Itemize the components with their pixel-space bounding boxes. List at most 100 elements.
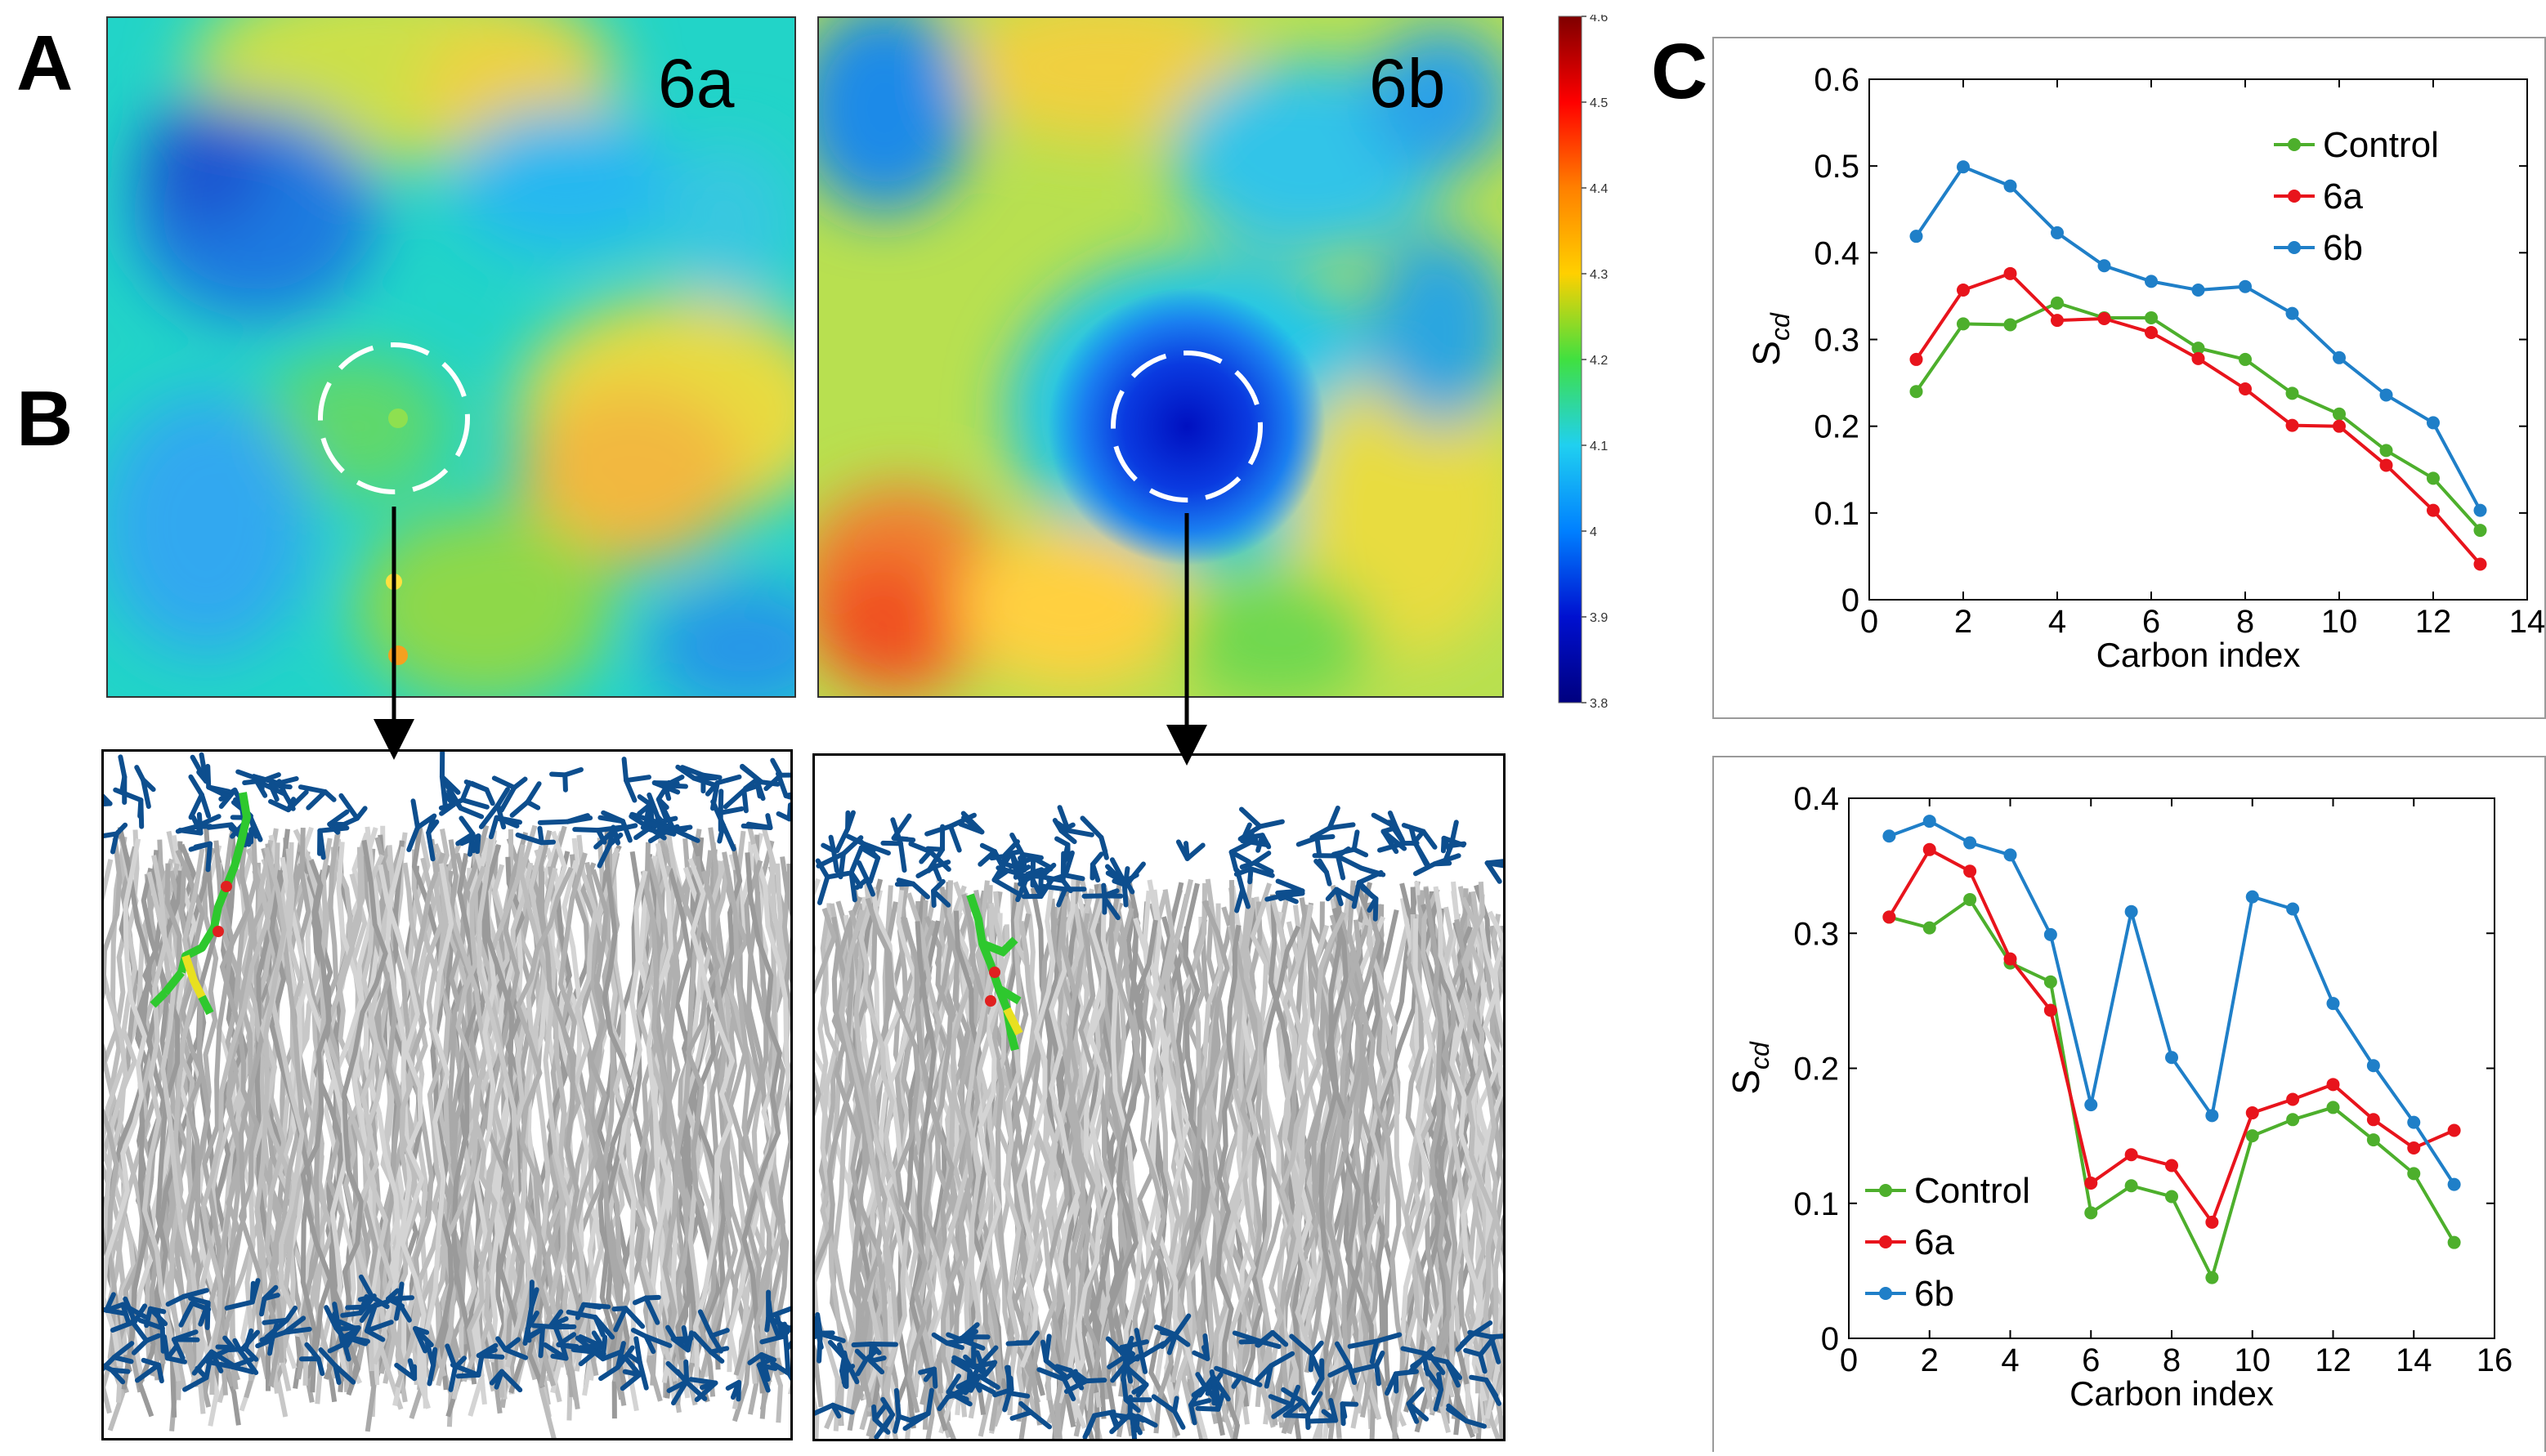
x-tick-label: 14 bbox=[2396, 1342, 2432, 1378]
data-point-6a bbox=[2004, 953, 2017, 966]
data-point-6a bbox=[1882, 910, 1895, 923]
legend-label: Control bbox=[2323, 125, 2439, 165]
x-tick-label: 10 bbox=[2235, 1342, 2271, 1378]
data-point-6b bbox=[1882, 829, 1895, 842]
data-point-6a bbox=[1957, 284, 1970, 297]
data-point-Control bbox=[1910, 385, 1923, 398]
data-point-Control bbox=[2145, 311, 2158, 324]
x-tick-label: 14 bbox=[2509, 604, 2544, 640]
data-point-Control bbox=[1963, 893, 1976, 906]
y-tick-label: 0.2 bbox=[1793, 1052, 1839, 1088]
data-point-6b bbox=[2051, 226, 2064, 239]
y-axis-label: Scd bbox=[1725, 1041, 1774, 1095]
data-point-6a bbox=[2098, 312, 2111, 325]
data-point-Control bbox=[2051, 297, 2064, 310]
data-point-Control bbox=[1957, 317, 1970, 330]
data-point-Control bbox=[2286, 386, 2299, 400]
series-line-Control bbox=[1917, 303, 2481, 530]
data-point-Control bbox=[2125, 1179, 2138, 1192]
data-point-6b bbox=[2448, 1178, 2461, 1191]
y-tick-label: 0 bbox=[1821, 1321, 1839, 1357]
data-point-6a bbox=[2125, 1148, 2138, 1161]
data-point-6b bbox=[1963, 837, 1976, 850]
legend-label: Control bbox=[1914, 1171, 2030, 1211]
data-point-Control bbox=[2239, 353, 2252, 366]
legend-marker bbox=[2288, 241, 2301, 254]
data-point-6b bbox=[2427, 416, 2440, 429]
y-tick-label: 0.2 bbox=[1814, 409, 1859, 445]
x-tick-label: 16 bbox=[2477, 1342, 2513, 1378]
data-point-6b bbox=[2474, 504, 2487, 517]
legend-marker bbox=[1879, 1287, 1892, 1300]
data-point-6a bbox=[2327, 1078, 2340, 1091]
series-line-6a bbox=[1917, 274, 2481, 565]
x-tick-label: 6 bbox=[2142, 604, 2160, 640]
y-tick-label: 0.1 bbox=[1793, 1186, 1839, 1222]
data-point-6b bbox=[2084, 1098, 2097, 1111]
legend-label: 6a bbox=[1914, 1222, 1954, 1262]
data-point-6b bbox=[2004, 180, 2017, 193]
y-tick-label: 0.4 bbox=[1793, 781, 1839, 817]
data-point-6b bbox=[2239, 280, 2252, 293]
data-point-6b bbox=[2286, 307, 2299, 320]
data-point-6b bbox=[2044, 928, 2057, 941]
data-point-6a bbox=[2084, 1177, 2097, 1190]
x-axis-label: Carbon index bbox=[2069, 1374, 2274, 1413]
data-point-6b bbox=[2407, 1116, 2420, 1129]
data-point-6a bbox=[2044, 1003, 2057, 1016]
data-point-6a bbox=[2239, 382, 2252, 395]
y-tick-label: 0.3 bbox=[1793, 916, 1839, 952]
x-axis-label: Carbon index bbox=[2096, 636, 2301, 674]
y-tick-label: 0.5 bbox=[1814, 149, 1859, 185]
data-point-Control bbox=[2084, 1206, 2097, 1219]
data-point-Control bbox=[2246, 1129, 2259, 1142]
x-tick-label: 8 bbox=[2163, 1342, 2181, 1378]
data-point-6b bbox=[2192, 284, 2205, 297]
data-point-6a bbox=[2407, 1141, 2420, 1155]
data-point-6b bbox=[2246, 891, 2259, 904]
data-point-Control bbox=[1923, 922, 1936, 935]
y-tick-label: 0.6 bbox=[1814, 62, 1859, 98]
data-point-6a bbox=[1963, 864, 1976, 878]
legend-marker bbox=[2288, 138, 2301, 151]
data-point-Control bbox=[2407, 1167, 2420, 1180]
data-point-Control bbox=[2004, 318, 2017, 331]
data-point-6a bbox=[2333, 420, 2346, 433]
data-point-Control bbox=[2427, 471, 2440, 485]
data-point-6b bbox=[1923, 815, 1936, 828]
data-point-6b bbox=[2004, 848, 2017, 861]
legend-marker bbox=[1879, 1184, 1892, 1197]
x-tick-label: 8 bbox=[2236, 604, 2254, 640]
x-tick-label: 0 bbox=[1840, 1342, 1858, 1378]
data-point-6b bbox=[2165, 1051, 2178, 1064]
x-tick-label: 6 bbox=[2082, 1342, 2100, 1378]
data-point-6b bbox=[2286, 903, 2299, 916]
x-tick-label: 10 bbox=[2321, 604, 2358, 640]
x-tick-label: 12 bbox=[2315, 1342, 2351, 1378]
x-tick-label: 0 bbox=[1860, 604, 1878, 640]
data-point-6b bbox=[1910, 230, 1923, 243]
legend-label: 6b bbox=[2323, 228, 2363, 268]
legend-label: 6b bbox=[1914, 1274, 1954, 1314]
data-point-6b bbox=[2125, 905, 2138, 918]
x-tick-label: 2 bbox=[1921, 1342, 1939, 1378]
data-point-6a bbox=[2192, 352, 2205, 365]
data-point-6a bbox=[2004, 267, 2017, 280]
data-point-Control bbox=[2327, 1101, 2340, 1114]
data-point-Control bbox=[2205, 1271, 2218, 1284]
data-point-Control bbox=[2165, 1190, 2178, 1203]
x-tick-label: 12 bbox=[2415, 604, 2452, 640]
legend-marker bbox=[2288, 190, 2301, 203]
data-point-Control bbox=[2286, 1113, 2299, 1126]
data-point-6a bbox=[2474, 557, 2487, 570]
data-point-6b bbox=[2145, 275, 2158, 288]
data-point-6b bbox=[2205, 1109, 2218, 1122]
data-point-6a bbox=[2165, 1159, 2178, 1172]
data-point-6a bbox=[2427, 504, 2440, 517]
data-point-6a bbox=[2051, 314, 2064, 327]
data-point-6a bbox=[2286, 1093, 2299, 1106]
data-point-6a bbox=[2448, 1124, 2461, 1137]
